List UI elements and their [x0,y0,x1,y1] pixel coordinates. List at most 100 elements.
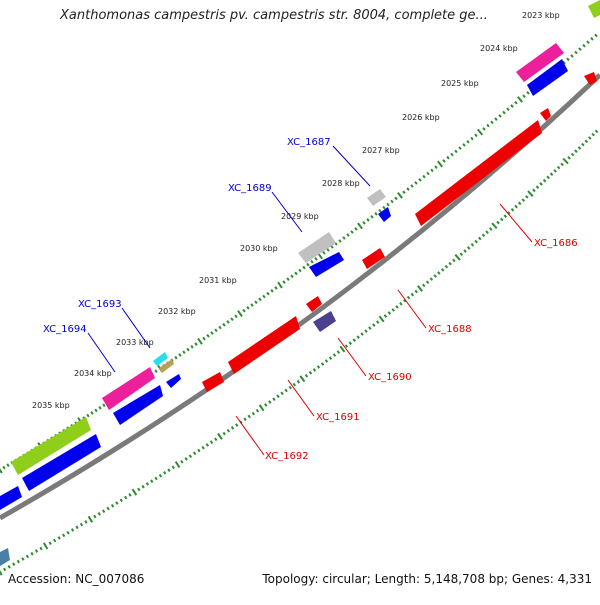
gene-feature[interactable] [516,43,564,82]
gene-feature[interactable] [527,59,568,96]
minor-tick [178,353,182,357]
minor-tick [209,440,214,444]
minor-tick [226,320,230,324]
minor-tick [312,368,317,372]
minor-tick [510,104,514,108]
minor-tick [414,181,418,185]
gene-label[interactable]: XC_1689 [228,183,272,194]
minor-tick [549,172,554,176]
minor-tick [526,90,530,95]
minor-tick [422,174,426,179]
minor-tick [48,541,52,546]
major-tick [277,281,283,289]
gene-feature[interactable] [113,385,163,425]
minor-tick [6,463,10,468]
minor-tick [370,215,374,219]
minor-tick [110,503,115,508]
minor-tick [254,300,258,304]
minor-tick [442,159,446,163]
gene-feature[interactable] [228,316,300,374]
minor-tick [70,528,75,532]
minor-tick [587,136,592,140]
gene-feature[interactable] [202,372,224,392]
minor-tick [7,565,11,569]
minor-tick [167,468,171,472]
gene-label[interactable]: XC_1687 [287,137,331,148]
minor-tick [171,465,175,470]
minor-tick [79,522,84,527]
minor-tick [93,514,97,519]
major-tick [42,542,49,550]
major-tick [378,315,385,323]
gene-feature[interactable] [306,296,322,312]
minor-tick [525,195,529,199]
minor-tick [553,169,557,173]
minor-tick [94,408,98,413]
minor-tick [444,264,449,269]
kbp-label: 2027 kbp [362,146,400,155]
kbp-label-group: 2023 kbp 2024 kbp 2025 kbp 2026 kbp 2027… [32,11,560,410]
major-tick [237,310,243,317]
gene-label[interactable]: XC_1690 [368,372,412,383]
major-tick [517,96,523,103]
major-tick [491,222,498,230]
gene-label[interactable]: XC_1693 [78,299,122,310]
gene-feature[interactable] [415,120,542,226]
gene-feature[interactable] [0,548,10,566]
gene-feature[interactable] [153,352,168,366]
major-tick [417,285,423,292]
minor-tick [577,146,582,150]
minor-tick [459,252,464,257]
minor-tick [387,311,392,315]
minor-tick [498,114,502,118]
minor-tick [364,329,368,333]
gene-feature[interactable] [166,374,181,388]
minor-tick [448,261,452,266]
minor-tick [452,258,456,263]
gene-feature[interactable] [540,108,551,121]
minor-tick [235,423,239,427]
gene-feature[interactable] [102,367,155,410]
minor-tick [514,100,518,105]
gene-label[interactable]: XC_1692 [265,451,309,462]
gene-feature[interactable] [159,359,174,373]
minor-tick [194,342,198,346]
minor-tick [234,314,238,319]
gene-feature[interactable] [584,72,597,85]
gene-feature[interactable] [367,189,386,206]
minor-tick [326,248,330,252]
minor-tick [570,54,574,58]
minor-tick [190,345,194,349]
gene-feature[interactable] [0,486,22,510]
gene-label[interactable]: XC_1691 [316,412,360,423]
minor-tick [218,325,222,330]
kbp-label: 2035 kbp [32,401,70,410]
gene-feature[interactable] [362,248,385,269]
minor-tick [426,171,430,176]
minor-tick [288,385,292,390]
minor-tick [463,249,467,253]
gene-label[interactable]: XC_1694 [43,324,87,335]
minor-tick [34,549,39,553]
gene-feature[interactable] [11,417,91,475]
gene-feature[interactable] [22,434,101,491]
gene-feature[interactable] [309,252,344,277]
minor-tick [30,552,34,556]
minor-tick [414,289,418,294]
gene-label[interactable]: XC_1688 [428,324,472,335]
minor-tick [330,245,334,249]
major-tick [562,157,569,165]
minor-tick [386,202,390,207]
major-tick [437,160,443,168]
minor-tick [390,199,394,204]
minor-tick [507,211,511,215]
minor-tick [521,198,526,202]
gene-feature[interactable] [588,0,600,18]
kbp-label: 2030 kbp [240,244,278,253]
minor-tick [430,168,434,173]
gene-feature[interactable] [298,232,336,263]
gene-feature[interactable] [378,207,391,222]
gene-feature[interactable] [313,311,336,332]
gene-label[interactable]: XC_1686 [534,238,578,249]
minor-tick [86,413,90,418]
